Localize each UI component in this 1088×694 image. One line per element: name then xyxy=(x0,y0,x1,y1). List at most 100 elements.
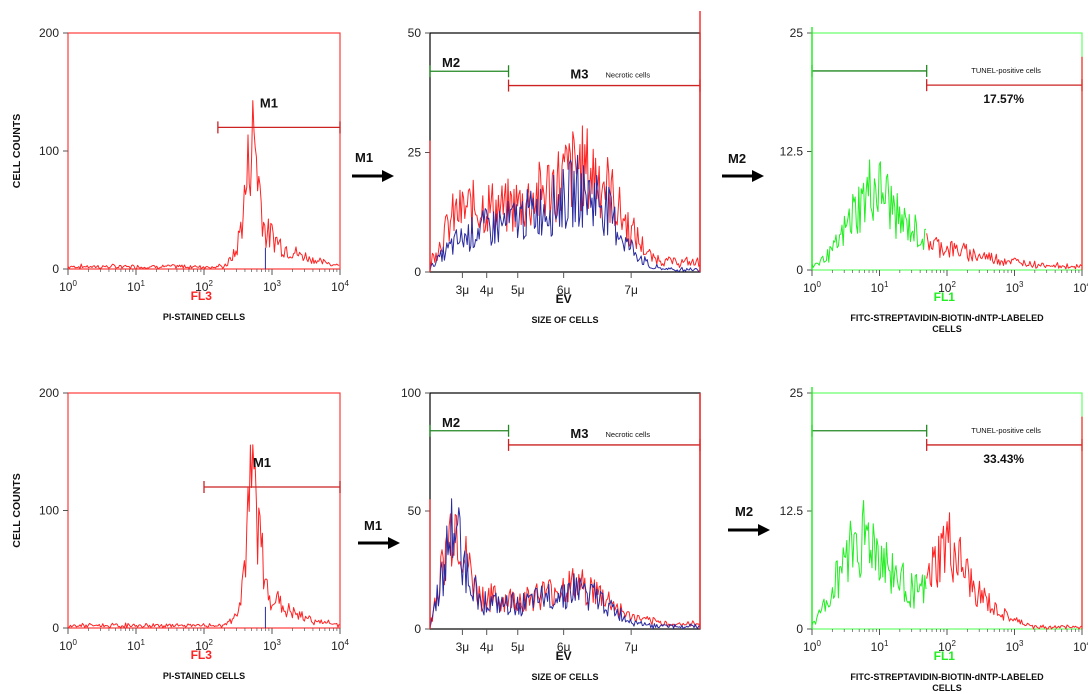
series-red-trace xyxy=(67,100,340,270)
x-tick-label: 7μ xyxy=(624,283,638,297)
flow-arrow-3: M1 xyxy=(358,518,400,549)
marker-m2: TUNEL-positive cells 17.57% xyxy=(926,66,1083,106)
series-green-trace xyxy=(811,500,927,626)
y-axis-label: CELL COUNTS xyxy=(11,114,23,188)
x-axis-label: FL3 xyxy=(191,289,213,303)
y-tick-label: 50 xyxy=(408,26,422,40)
marker-m3: M3 Necrotic cells xyxy=(507,67,701,92)
x-tick-label: 101 xyxy=(127,638,145,653)
marker-m3: M3 Necrotic cells xyxy=(507,426,701,451)
chart-caption: PI-STAINED CELLS xyxy=(163,671,245,681)
chart-panel-top-right: 0 12.5 25 100 101 102 103 104 TUNEL-positive cel… xyxy=(780,26,1088,334)
y-tick-label: 200 xyxy=(39,386,59,400)
marker-note: Necrotic cells xyxy=(606,430,651,439)
x-tick-label: 101 xyxy=(127,279,145,294)
arrow-head xyxy=(752,170,764,182)
chart-caption: FITC-STREPTAVIDIN-BIOTIN-dNTP-LABELED xyxy=(850,313,1044,323)
flow-arrows: M1 M2 M1 M2 xyxy=(352,150,770,549)
series-red-trace xyxy=(429,125,701,269)
x-tick-label: 104 xyxy=(1073,639,1088,654)
x-tick-label: 103 xyxy=(1006,280,1024,295)
x-tick-label: 5μ xyxy=(511,640,525,654)
y-tick-label: 0 xyxy=(414,265,421,279)
arrow-head xyxy=(388,537,400,549)
x-axis-label: FL1 xyxy=(934,290,956,304)
x-tick-label: 104 xyxy=(1073,280,1088,295)
series-red-trace xyxy=(926,233,1082,270)
x-tick-label: 100 xyxy=(803,280,821,295)
flow-arrow-label: M2 xyxy=(735,504,753,519)
y-tick-label: 0 xyxy=(796,263,803,277)
y-tick-label: 0 xyxy=(52,262,59,276)
marker-note: TUNEL-positive cells xyxy=(971,66,1041,75)
y-tick-label: 12.5 xyxy=(780,504,804,518)
flow-arrow-1: M1 xyxy=(352,150,394,182)
marker-label: M3 xyxy=(570,426,588,441)
x-tick-label: 103 xyxy=(263,638,281,653)
y-tick-label: 25 xyxy=(408,146,422,160)
series-red-trace xyxy=(67,444,340,629)
x-axis-label: EV xyxy=(556,649,572,663)
marker-m1 xyxy=(811,64,928,77)
marker-note: Necrotic cells xyxy=(606,71,651,80)
x-tick-label: 4μ xyxy=(480,283,494,297)
y-tick-label: 0 xyxy=(414,622,421,636)
y-tick-label: 50 xyxy=(408,504,422,518)
marker-label: M3 xyxy=(570,67,588,82)
flow-arrow-label: M1 xyxy=(364,518,382,533)
flow-arrow-2: M2 xyxy=(722,151,764,182)
marker-m2: M2 xyxy=(429,55,510,78)
x-tick-label: 3μ xyxy=(456,640,470,654)
chart-caption-line2: CELLS xyxy=(932,324,962,334)
y-tick-label: 100 xyxy=(39,504,59,518)
y-axis-label: CELL COUNTS xyxy=(11,473,23,547)
chart-panel-top-middle: 0 25 50 3μ 4μ 5μ 6μ 7μ M2 M3 Necrotic cells EV SIZE … xyxy=(408,11,701,325)
arrow-head xyxy=(382,170,394,182)
y-tick-label: 12.5 xyxy=(780,145,804,159)
marker-note: TUNEL-positive cells xyxy=(971,426,1041,435)
y-tick-label: 25 xyxy=(790,26,804,40)
y-tick-label: 0 xyxy=(52,621,59,635)
chart-caption: FITC-STREPTAVIDIN-BIOTIN-dNTP-LABELED xyxy=(850,672,1044,682)
x-tick-label: 102 xyxy=(938,639,956,654)
x-axis-label: FL1 xyxy=(934,649,956,663)
y-tick-label: 25 xyxy=(790,386,804,400)
plot-frame xyxy=(67,32,341,270)
chart-caption: SIZE OF CELLS xyxy=(531,672,598,682)
marker-m1: M1 xyxy=(217,95,341,134)
chart-panel-bottom-middle: 0 50 100 3μ 4μ 5μ 6μ 7μ M2 M3 Necrotic cells EV SIZE… xyxy=(401,386,701,682)
y-tick-label: 200 xyxy=(39,26,59,40)
x-tick-label: 5μ xyxy=(511,283,525,297)
x-tick-label: 102 xyxy=(938,280,956,295)
plot-frame xyxy=(67,392,341,629)
marker-m2: TUNEL-positive cells 33.43% xyxy=(926,426,1083,466)
marker-label: M1 xyxy=(260,95,278,110)
flow-arrow-4: M2 xyxy=(728,504,770,536)
chart-caption: PI-STAINED CELLS xyxy=(163,312,245,322)
series-red-trace xyxy=(926,512,1082,630)
plot-frame xyxy=(811,392,1083,630)
series-blue-trace xyxy=(429,498,701,630)
x-tick-label: 100 xyxy=(803,639,821,654)
arrow-head xyxy=(758,524,770,536)
chart-caption-line2: CELLS xyxy=(932,683,962,693)
y-tick-label: 0 xyxy=(796,622,803,636)
x-tick-label: 3μ xyxy=(456,283,470,297)
x-tick-label: 6μ xyxy=(557,640,571,654)
x-tick-label: 102 xyxy=(195,638,213,653)
x-axis-label: FL3 xyxy=(191,648,213,662)
x-tick-label: 102 xyxy=(195,279,213,294)
marker-percent: 17.57% xyxy=(983,92,1024,106)
flow-arrow-label: M1 xyxy=(355,150,373,165)
y-tick-label: 100 xyxy=(39,144,59,158)
marker-m1: M1 xyxy=(203,455,341,493)
y-tick-label: 100 xyxy=(401,386,421,400)
marker-label: M2 xyxy=(442,55,460,70)
chart-panel-bottom-right: 0 12.5 25 100 101 102 103 104 TUNEL-positive cel… xyxy=(780,386,1088,693)
chart-caption: SIZE OF CELLS xyxy=(531,315,598,325)
marker-label: M1 xyxy=(253,455,271,470)
x-tick-label: 7μ xyxy=(624,640,638,654)
series-red-trace xyxy=(429,513,701,628)
